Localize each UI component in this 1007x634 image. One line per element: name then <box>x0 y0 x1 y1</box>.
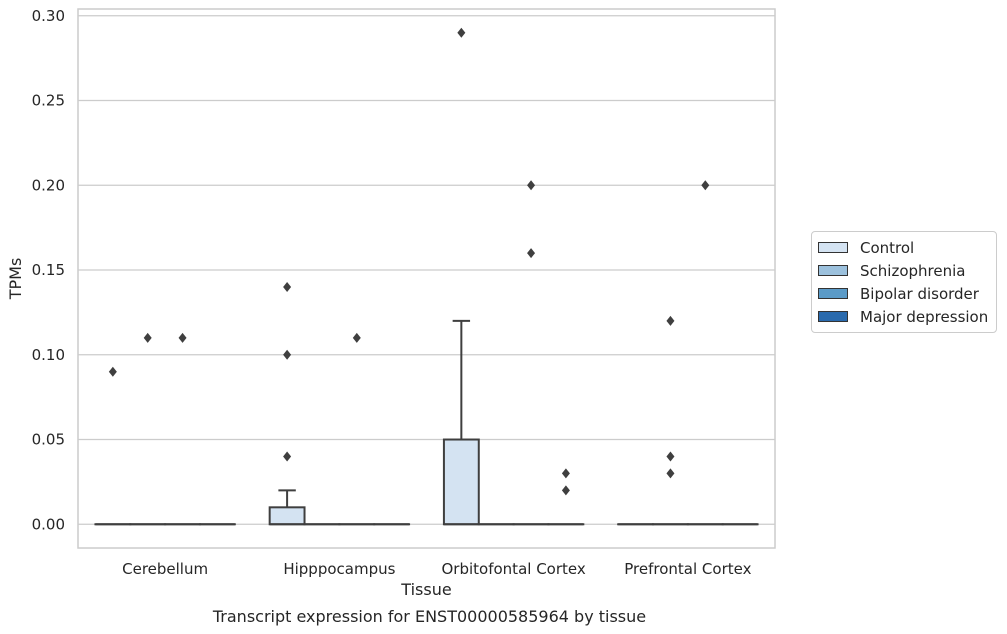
x-tick-label: Orbitofontal Cortex <box>442 560 586 578</box>
gridlines <box>78 15 775 525</box>
legend-item: Schizophrenia <box>812 259 996 282</box>
outlier-point <box>352 332 361 343</box>
outlier-point <box>666 451 675 462</box>
y-axis-ticks: 0.00 0.05 0.10 0.15 0.20 0.25 0.30 <box>32 7 65 533</box>
outlier-point <box>178 332 187 343</box>
legend-label: Control <box>860 238 915 257</box>
box-series <box>94 319 759 526</box>
y-tick-label: 0.20 <box>32 176 65 194</box>
outlier-point <box>527 248 536 259</box>
x-axis-title: Tissue <box>400 580 451 599</box>
outlier-point <box>561 468 570 479</box>
plot-area-frame <box>77 8 776 549</box>
outlier-points <box>108 27 710 496</box>
y-tick-label: 0.25 <box>32 92 65 110</box>
legend-item: Control <box>812 236 996 259</box>
legend-label: Bipolar disorder <box>860 284 979 303</box>
y-tick-label: 0.00 <box>32 515 65 533</box>
legend-label: Major depression <box>860 307 989 326</box>
outlier-point <box>283 451 292 462</box>
y-tick-label: 0.05 <box>32 431 65 449</box>
legend-swatch <box>818 311 848 322</box>
outlier-point <box>561 485 570 496</box>
outlier-point <box>108 366 117 377</box>
outlier-point <box>701 180 710 191</box>
chart-title: Transcript expression for ENST0000058596… <box>212 607 646 626</box>
x-tick-label: Cerebellum <box>122 560 208 578</box>
x-axis-ticks: Cerebellum Hipppocampus Orbitofontal Corte… <box>122 560 751 578</box>
outlier-point <box>527 180 536 191</box>
legend-swatch <box>818 265 848 276</box>
legend-item: Bipolar disorder <box>812 282 996 305</box>
outlier-point <box>283 281 292 292</box>
box <box>268 506 306 526</box>
legend: Control Schizophrenia Bipolar disorder Majo… <box>811 231 997 333</box>
legend-label: Schizophrenia <box>860 261 966 280</box>
x-tick-label: Hipppocampus <box>283 560 395 578</box>
box-control <box>442 319 480 526</box>
legend-swatch <box>818 288 848 299</box>
y-tick-label: 0.30 <box>32 7 65 25</box>
y-axis-title: TPMs <box>6 258 25 301</box>
outlier-point <box>283 349 292 360</box>
x-tick-label: Prefrontal Cortex <box>624 560 751 578</box>
outlier-point <box>666 468 675 479</box>
outlier-point <box>666 315 675 326</box>
legend-swatch <box>818 242 848 253</box>
y-tick-label: 0.10 <box>32 346 65 364</box>
outlier-point <box>143 332 152 343</box>
box-control <box>268 489 306 526</box>
box <box>442 438 480 526</box>
outlier-point <box>457 27 466 38</box>
y-tick-label: 0.15 <box>32 261 65 279</box>
legend-item: Major depression <box>812 305 996 328</box>
